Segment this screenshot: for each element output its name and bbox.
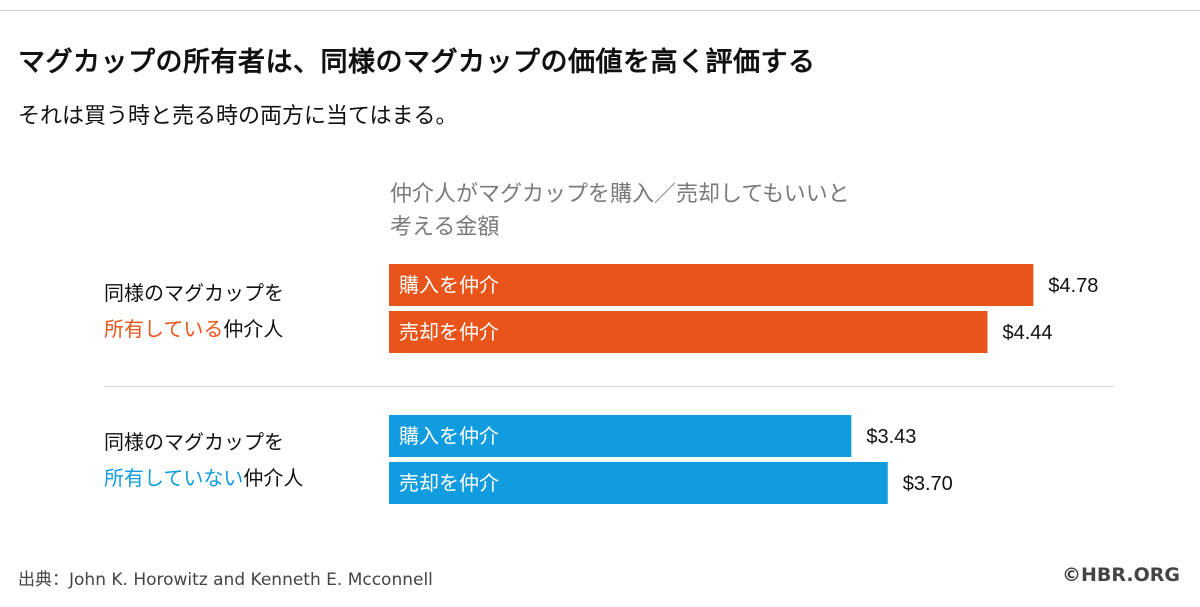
bar-3 bbox=[389, 462, 888, 504]
bar-1 bbox=[389, 311, 988, 353]
chart-subtitle: それは買う時と売る時の両方に当てはまる。 bbox=[18, 104, 458, 129]
group-label-non-owners: 同様のマグカップを 所有していない仲介人 bbox=[104, 424, 303, 496]
value-label-1: $4.44 bbox=[1003, 322, 1053, 344]
hbr-credit: ©HBR.ORG bbox=[1062, 564, 1180, 586]
bar-label-0: 購入を仲介 bbox=[399, 273, 499, 297]
value-label-0: $4.78 bbox=[1048, 275, 1098, 297]
value-label-3: $3.70 bbox=[903, 473, 953, 495]
value-label-2: $3.43 bbox=[866, 426, 916, 448]
chart-heading-line-1: 仲介人がマグカップを購入／売却してもいいと bbox=[390, 182, 850, 207]
bar-label-1: 売却を仲介 bbox=[399, 320, 499, 344]
bar-0 bbox=[389, 264, 1034, 306]
group-label-owners-suffix: 仲介人 bbox=[223, 317, 284, 341]
bar-label-2: 購入を仲介 bbox=[399, 424, 499, 448]
group-label-owners-highlight: 所有している bbox=[104, 317, 224, 341]
bar-2 bbox=[389, 415, 852, 457]
chart-heading-line-2: 考える金額 bbox=[390, 215, 500, 240]
group-label-owners-line2: 所有している仲介人 bbox=[104, 311, 284, 347]
group-label-non-owners-line2: 所有していない仲介人 bbox=[104, 460, 303, 496]
group-divider bbox=[104, 386, 1114, 387]
group-label-non-owners-highlight: 所有していない bbox=[104, 466, 244, 490]
top-rule bbox=[0, 10, 1200, 11]
group-label-owners-line1: 同様のマグカップを bbox=[104, 281, 284, 305]
group-label-non-owners-suffix: 仲介人 bbox=[243, 466, 304, 490]
chart-title: マグカップの所有者は、同様のマグカップの価値を高く評価する bbox=[18, 47, 816, 78]
chart-heading: 仲介人がマグカップを購入／売却してもいいと 考える金額 bbox=[390, 178, 990, 244]
bar-label-3: 売却を仲介 bbox=[399, 471, 499, 495]
group-label-non-owners-line1: 同様のマグカップを bbox=[104, 430, 284, 454]
source-note: 出典：John K. Horowitz and Kenneth E. Mccon… bbox=[18, 570, 433, 590]
group-label-owners: 同様のマグカップを 所有している仲介人 bbox=[104, 275, 284, 347]
